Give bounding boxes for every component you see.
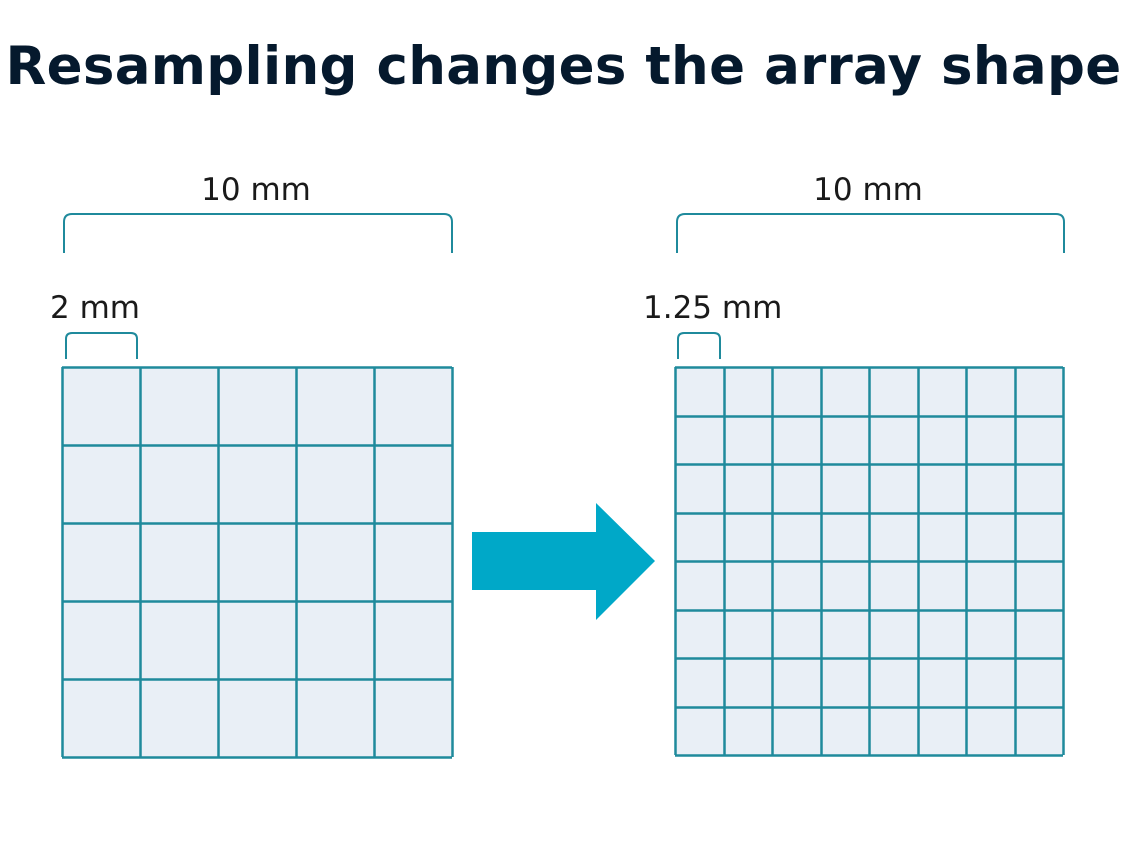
left-cell-bracket [65, 332, 138, 359]
left-grid-background [62, 367, 452, 757]
left-total-bracket [63, 213, 453, 253]
right-total-label: 10 mm [813, 172, 923, 208]
left-cell-label: 2 mm [50, 290, 140, 326]
right-cell-bracket [677, 332, 721, 359]
right-grid [674, 366, 1065, 757]
right-total-bracket [676, 213, 1065, 253]
right-cell-label: 1.25 mm [643, 290, 782, 326]
right-arrow-icon [472, 503, 655, 620]
left-grid [61, 366, 454, 759]
left-total-label: 10 mm [201, 172, 311, 208]
slide-title: Resampling changes the array shape [5, 36, 1122, 97]
